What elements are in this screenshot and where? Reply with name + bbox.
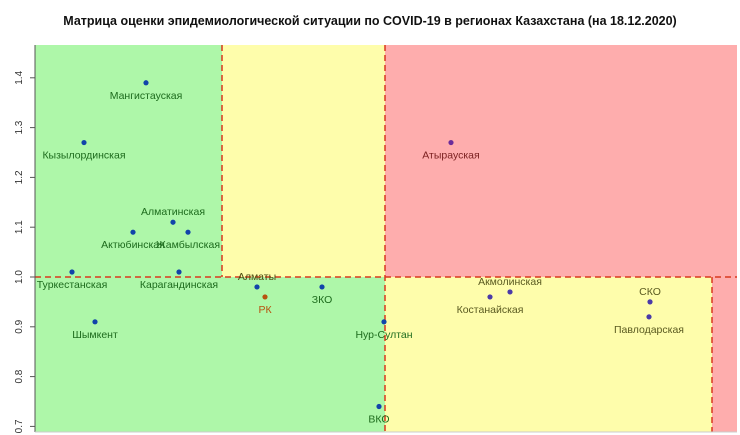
- zone-green-bottom: [35, 277, 385, 432]
- point-label: Туркестанская: [37, 279, 108, 291]
- point-label: Костанайская: [457, 304, 524, 316]
- zone-yellow-top: [222, 45, 385, 277]
- y-tick-label: 1.1: [14, 220, 25, 234]
- point-label: Актюбинская: [101, 239, 165, 251]
- data-point: [262, 294, 268, 300]
- data-point: [487, 294, 493, 300]
- data-point: [185, 229, 191, 235]
- data-point: [130, 229, 136, 235]
- y-tick-label: 0.9: [14, 319, 25, 333]
- data-point: [170, 219, 176, 225]
- data-point: [381, 319, 387, 325]
- data-point: [507, 289, 513, 295]
- data-point: [176, 269, 182, 275]
- point-label: Нур-Султан: [355, 329, 412, 341]
- point-label: Карагандинская: [140, 279, 218, 291]
- point-label: Алматы: [238, 271, 276, 283]
- y-tick-label: 1.0: [14, 270, 25, 284]
- point-label: Акмолинская: [478, 276, 542, 288]
- zone-yellow-bottom: [385, 277, 712, 432]
- y-tick-label: 1.3: [14, 120, 25, 134]
- data-point: [376, 403, 382, 410]
- point-label: РК: [258, 304, 272, 316]
- zone-red-top: [385, 45, 737, 277]
- data-point: [319, 284, 325, 290]
- point-label: Жамбылская: [156, 239, 220, 251]
- data-point: [646, 314, 652, 320]
- chart-title: Матрица оценки эпидемиологической ситуац…: [63, 14, 677, 28]
- point-label: Кызылординская: [42, 150, 125, 162]
- data-point: [647, 299, 653, 305]
- data-point: [143, 80, 149, 86]
- point-label: Атырауская: [422, 150, 479, 162]
- point-label: Алматинская: [141, 206, 205, 218]
- data-point: [69, 269, 75, 275]
- point-label: Павлодарская: [614, 324, 684, 336]
- y-tick-label: 0.7: [14, 419, 25, 433]
- y-tick-label: 1.2: [14, 170, 25, 184]
- point-label: СКО: [639, 286, 661, 298]
- y-tick-label: 0.8: [14, 369, 25, 383]
- data-point: [92, 319, 98, 325]
- data-point: [254, 284, 260, 290]
- point-label: ВКО: [368, 413, 389, 425]
- data-point: [448, 139, 454, 146]
- point-label: Шымкент: [72, 329, 118, 341]
- zone-red-right: [712, 277, 737, 432]
- y-tick-label: 1.4: [14, 70, 25, 84]
- data-point: [81, 139, 87, 146]
- point-label: ЗКО: [312, 294, 333, 306]
- point-label: Мангистауская: [110, 90, 183, 102]
